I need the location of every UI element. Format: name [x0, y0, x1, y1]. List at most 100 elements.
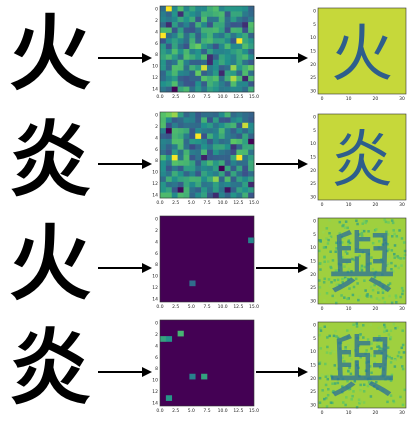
output-noise	[362, 390, 366, 393]
latent-cell	[207, 187, 214, 193]
latent-cell	[201, 112, 208, 118]
latent-cell	[171, 149, 178, 156]
latent-cell	[183, 176, 190, 183]
output-noise	[402, 241, 406, 244]
output-noise	[331, 401, 334, 405]
latent-cell	[160, 70, 167, 77]
latent-cell	[177, 117, 184, 124]
latent-cell	[248, 6, 255, 12]
output-noise	[344, 220, 348, 223]
output-noise	[396, 354, 400, 358]
latent-cell	[248, 75, 255, 82]
output-noise	[324, 362, 327, 366]
output-noise	[371, 288, 375, 292]
output-noise	[355, 363, 359, 367]
output-noise	[360, 264, 364, 268]
latent-cell	[160, 187, 167, 193]
latent-cell	[165, 133, 173, 140]
latent-cell	[177, 81, 184, 87]
latent-cell	[171, 160, 178, 167]
output-noise	[359, 383, 362, 387]
latent-cell	[242, 70, 249, 77]
output-noise	[384, 344, 387, 347]
output-noise	[355, 248, 358, 251]
latent-cell	[230, 59, 237, 66]
latent-cell	[177, 54, 184, 61]
output-noise	[385, 354, 389, 358]
output-noise	[326, 393, 330, 397]
output-noise	[339, 284, 342, 288]
latent-cell	[248, 86, 255, 93]
output-noise	[357, 298, 360, 302]
output-noise	[360, 386, 363, 390]
output-noise	[325, 227, 329, 230]
output-noise	[358, 248, 361, 251]
output-noise	[350, 398, 353, 401]
output-noise	[343, 226, 347, 229]
latent-cell	[224, 165, 231, 172]
latent-x-tick: 2.5	[172, 200, 179, 206]
output-noise	[319, 404, 323, 407]
latent-cell	[195, 122, 202, 129]
output-noise	[370, 256, 373, 259]
latent-y-tick: 8	[155, 366, 158, 372]
latent-cell	[218, 144, 225, 150]
output-noise	[375, 380, 378, 384]
latent-cell	[207, 128, 214, 134]
latent-cell	[230, 75, 237, 82]
output-noise	[357, 398, 361, 401]
output-noise	[375, 343, 379, 347]
output-noise	[343, 296, 346, 299]
output-noise	[379, 258, 383, 261]
latent-cell	[201, 133, 208, 140]
diagram-row: 炎 0.0 2.5 5.0 7.5 10.0 12.5 15.0 0 2 4 6 8 10 12 14 炎 0 10…	[9, 111, 407, 208]
latent-cell	[218, 22, 225, 28]
output-noise	[395, 234, 399, 238]
latent-cell	[160, 75, 167, 82]
output-noise	[386, 400, 389, 404]
latent-cell	[165, 16, 173, 23]
output-noise	[346, 336, 350, 339]
output-character: 與	[328, 329, 396, 408]
output-x-tick: 20	[372, 202, 378, 208]
output-noise	[336, 381, 340, 385]
output-noise	[387, 221, 390, 224]
latent-cell	[224, 128, 231, 134]
output-noise	[362, 383, 366, 387]
latent-cell	[212, 122, 220, 129]
latent-cell	[207, 138, 214, 145]
latent-cell	[248, 16, 255, 23]
latent-cell	[183, 181, 190, 188]
latent-cell	[218, 86, 225, 93]
output-noise	[336, 377, 340, 381]
latent-cell	[242, 81, 249, 87]
output-noise	[318, 286, 322, 289]
output-noise	[326, 374, 330, 378]
output-noise	[341, 277, 344, 281]
output-noise	[393, 359, 397, 362]
latent-cell	[177, 176, 184, 183]
output-y-tick: 20	[310, 62, 316, 68]
output-noise	[326, 336, 329, 339]
latent-cell	[195, 138, 202, 145]
output-noise	[341, 224, 344, 228]
output-frame	[317, 217, 407, 305]
latent-cell	[218, 6, 225, 12]
latent-cell	[201, 75, 208, 82]
output-noise	[319, 239, 322, 242]
latent-cell	[224, 49, 231, 55]
output-noise	[389, 377, 392, 380]
latent-heatmap: 0.0 2.5 5.0 7.5 10.0 12.5 15.0 0 2 4 6 8 10 12 14	[152, 215, 259, 310]
latent-cell	[160, 32, 167, 39]
output-noise	[376, 345, 379, 348]
latent-cell	[201, 176, 208, 183]
latent-cell	[218, 155, 225, 161]
output-noise	[339, 341, 343, 344]
output-noise	[349, 328, 353, 332]
latent-cell	[165, 336, 173, 342]
output-y-tick: 15	[310, 259, 316, 265]
output-noise	[367, 381, 371, 384]
output-noise	[323, 277, 326, 281]
